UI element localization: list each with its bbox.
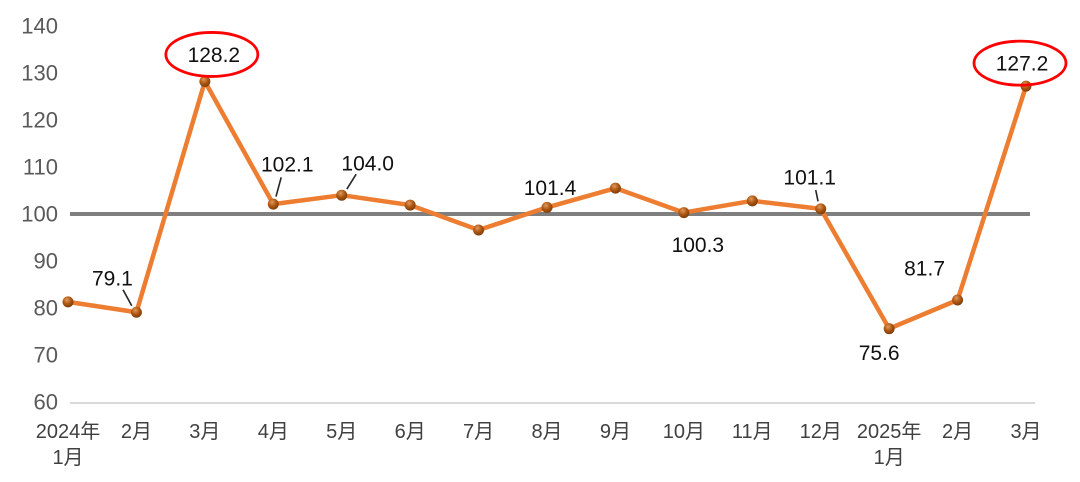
- data-point-marker: [883, 323, 895, 335]
- data-point-marker: [404, 199, 416, 211]
- data-label-leader-line: [346, 173, 357, 190]
- data-label: 127.2: [996, 53, 1049, 76]
- data-label: 100.3: [672, 234, 725, 257]
- x-axis-tick-label: 1月: [874, 447, 905, 469]
- y-axis-tick-label: 70: [34, 343, 58, 368]
- data-point-marker: [815, 203, 827, 215]
- highlight-ellipse: [972, 39, 1068, 87]
- data-point-marker: [199, 75, 211, 87]
- x-axis-tick-label: 2024年: [36, 420, 101, 443]
- y-axis-tick-label: 120: [21, 108, 58, 133]
- data-label: 101.1: [783, 166, 836, 189]
- y-axis-tick-label: 90: [34, 249, 58, 274]
- x-axis-tick-label: 8月: [531, 421, 562, 443]
- data-point-marker: [952, 294, 964, 306]
- data-label: 81.7: [904, 258, 945, 281]
- x-axis-tick-label: 5月: [326, 421, 357, 443]
- data-point-marker: [62, 296, 74, 308]
- data-label: 128.2: [188, 44, 241, 67]
- y-axis-tick-label: 140: [21, 14, 58, 39]
- data-label: 75.6: [859, 342, 900, 365]
- data-label: 79.1: [92, 268, 133, 291]
- data-point-marker: [609, 182, 621, 194]
- y-axis-tick-label: 130: [21, 61, 58, 86]
- x-axis-tick-label: 2025年: [857, 420, 922, 443]
- x-axis-tick-label: 1月: [52, 447, 83, 469]
- highlight-ellipse: [164, 31, 260, 78]
- x-axis-tick-label: 6月: [395, 421, 426, 443]
- data-label: 101.4: [524, 177, 577, 200]
- data-point-marker: [746, 195, 758, 207]
- x-axis-tick-label: 10月: [663, 421, 705, 443]
- x-axis-tick-label: 11月: [732, 421, 773, 443]
- x-axis-tick-label: 4月: [258, 421, 289, 443]
- y-axis-tick-label: 60: [34, 390, 58, 415]
- x-axis-tick-label: 12月: [800, 421, 842, 443]
- x-axis-tick-label: 3月: [1010, 421, 1041, 443]
- data-label-leader-line: [122, 289, 133, 307]
- data-point-marker: [678, 207, 690, 219]
- x-axis-tick-label: 3月: [189, 421, 220, 443]
- data-label: 102.1: [261, 154, 314, 177]
- data-label-leader-line: [814, 189, 819, 202]
- data-point-marker: [336, 189, 348, 201]
- data-point-marker: [541, 201, 553, 213]
- x-axis-tick-label: 7月: [463, 421, 494, 443]
- data-label-leader-line: [275, 177, 282, 197]
- x-axis-tick-label: 9月: [600, 421, 631, 443]
- x-axis-tick-label: 2月: [942, 421, 973, 443]
- y-axis-tick-label: 80: [34, 296, 58, 321]
- data-label: 104.0: [341, 153, 394, 176]
- y-axis-tick-label: 100: [21, 202, 58, 227]
- data-point-marker: [130, 306, 142, 318]
- data-point-marker: [267, 198, 279, 210]
- y-axis-tick-label: 110: [23, 155, 58, 180]
- x-axis-tick-label: 2月: [121, 421, 152, 443]
- data-point-marker: [473, 224, 485, 236]
